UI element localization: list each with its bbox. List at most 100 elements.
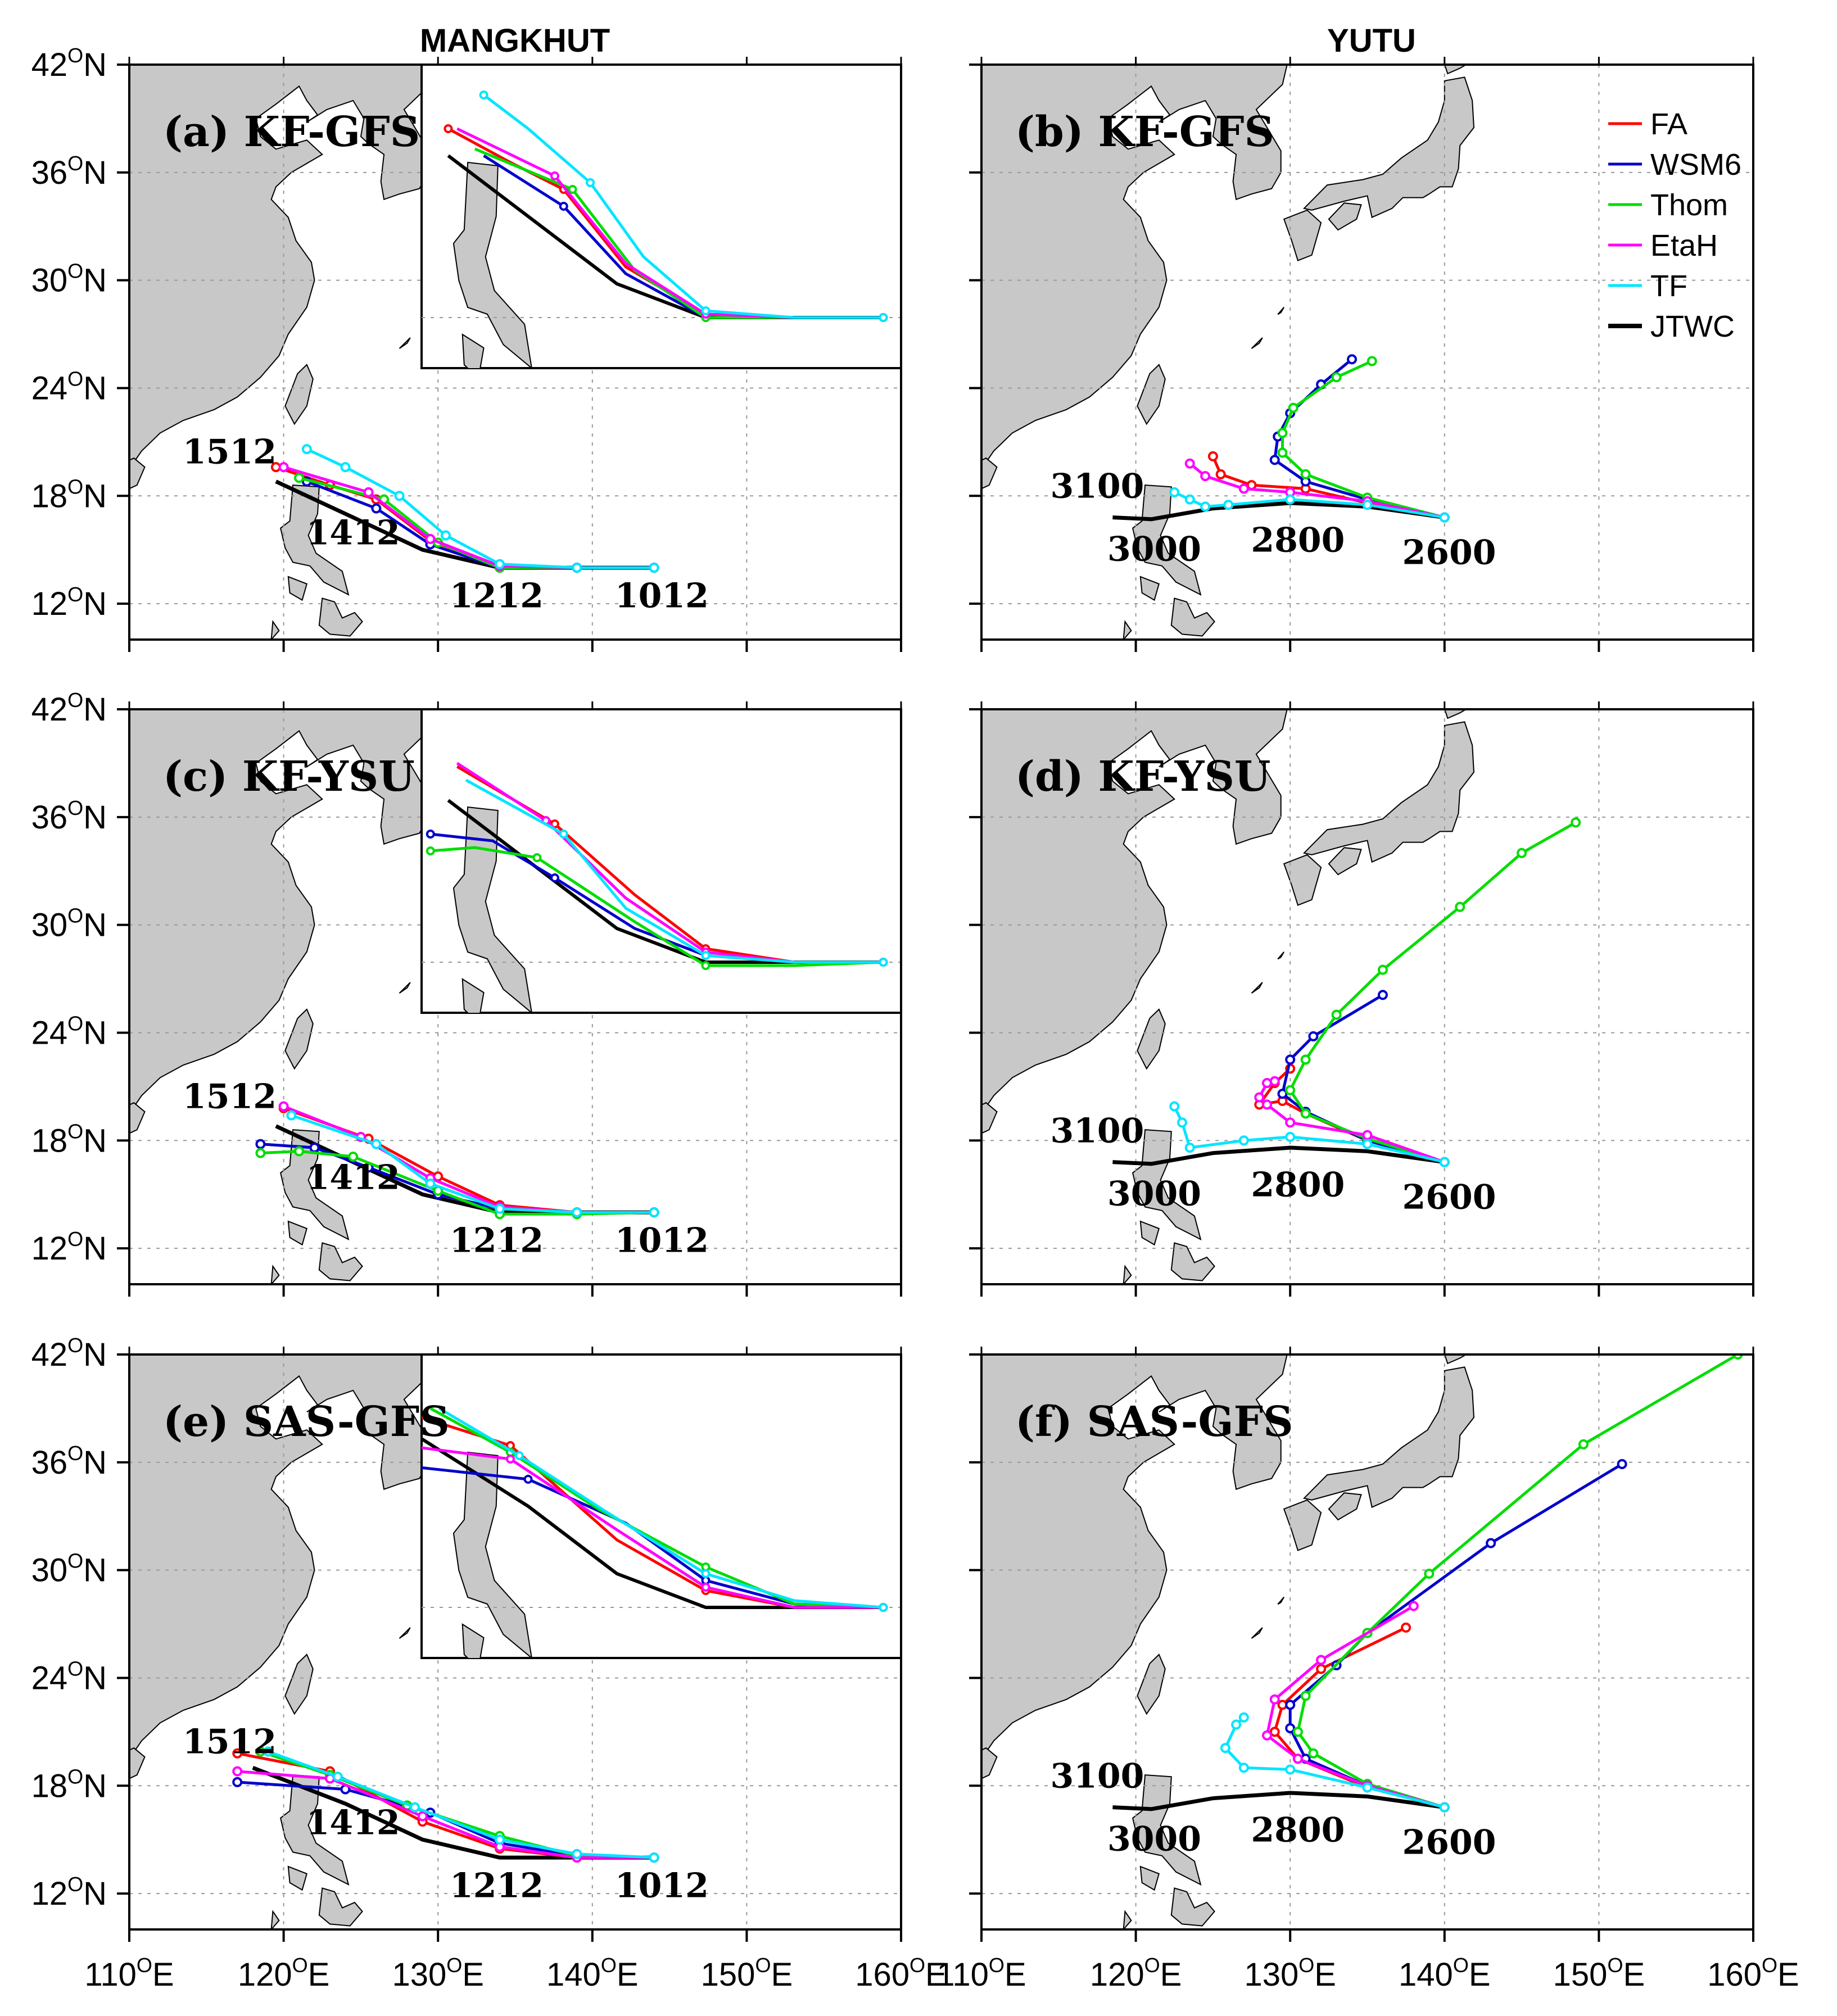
panel-frame	[128, 64, 902, 641]
y-tick-label: 42ON	[31, 688, 107, 728]
x-tick-label: 120OE	[1090, 1954, 1182, 1993]
date-annotation: 1412	[306, 514, 400, 553]
track-point-thom	[255, 1148, 266, 1158]
land-mass	[981, 65, 1288, 470]
track-point-tf	[1439, 512, 1450, 523]
track-point-tf	[410, 1802, 420, 1813]
track-point-thom	[1285, 1085, 1296, 1095]
track-point-fa	[1269, 1727, 1280, 1737]
track-point-thom	[1455, 901, 1465, 912]
column-title-mangkhut: MANGKHUT	[420, 22, 610, 59]
land-mass	[270, 620, 280, 640]
land-mass	[318, 1242, 363, 1281]
land-mass	[129, 1102, 146, 1134]
track-point-thom	[1300, 469, 1311, 479]
chart-panel: 110OE 120OE 130OE 140OE 150OE 160OE (f) SAS-GF…	[936, 1347, 1799, 1993]
date-annotation: 3100	[1050, 1756, 1144, 1796]
inset-land-mass	[461, 978, 485, 1013]
chart-panel: (d) KF-YSU 3100 3000 2800 2600	[969, 701, 1754, 1297]
date-annotation: 2800	[1251, 520, 1345, 560]
land-mass	[1302, 1366, 1475, 1508]
track-point-thom	[1377, 964, 1388, 975]
y-tick-label: 24ON	[31, 1657, 107, 1696]
land-mass	[981, 709, 1288, 1115]
land-mass	[270, 1910, 280, 1929]
land-mass	[1139, 1220, 1160, 1246]
track-point-tf	[1362, 1139, 1373, 1149]
date-annotation: 3000	[1107, 529, 1201, 569]
track-point-tf	[1362, 1782, 1373, 1793]
x-tick-label: 120OE	[238, 1954, 329, 1993]
inset-track-point	[701, 961, 711, 970]
track-point-tf	[1285, 494, 1296, 505]
inset-land-mass	[811, 549, 910, 680]
date-annotation: 1412	[306, 1804, 400, 1843]
track-point-tf	[1285, 1764, 1296, 1775]
track-point-tf	[572, 1207, 582, 1218]
track-point-wsm6	[1377, 990, 1388, 1000]
track-point-tf	[495, 559, 505, 569]
land-mass	[287, 1220, 308, 1246]
panel-label: (c) KF-YSU	[163, 753, 415, 801]
track-point-etah	[1238, 483, 1249, 494]
land-mass	[129, 709, 436, 1115]
track-point-wsm6	[255, 1139, 266, 1149]
track-point-thom	[1300, 1054, 1311, 1065]
track-point-wsm6	[1285, 1723, 1296, 1733]
track-point-thom	[1424, 1569, 1435, 1579]
y-tick-label: 42ON	[31, 44, 107, 83]
x-tick-label: 150OE	[701, 1954, 793, 1993]
inset-track-point	[550, 171, 559, 180]
land-mass	[1170, 597, 1215, 637]
land-mass	[592, 1354, 645, 1365]
land-mass	[1251, 337, 1263, 349]
x-tick-label: 160OE	[855, 1954, 947, 1993]
track-point-tf	[649, 563, 659, 573]
track-point-wsm6	[1617, 1459, 1627, 1470]
inset-track-thom	[429, 1407, 884, 1609]
legend-label-etah: EtaH	[1650, 229, 1718, 262]
land-mass	[279, 1774, 350, 1886]
panel-label: (e) SAS-GFS	[163, 1398, 450, 1446]
panel-frame	[980, 708, 1754, 1285]
track-point-tf	[425, 1178, 436, 1189]
date-annotation: 1512	[183, 433, 277, 472]
inset-land-mass	[621, 473, 628, 487]
panel-frame	[128, 1353, 902, 1931]
track-point-tf	[1169, 1101, 1180, 1112]
land-mass	[1283, 1499, 1322, 1551]
track-point-tf	[572, 563, 582, 573]
track-point-thom	[1331, 372, 1342, 383]
track-point-etah	[278, 1101, 289, 1112]
y-tick-label: 30ON	[31, 1550, 107, 1589]
track-point-tf	[1184, 1143, 1195, 1153]
track-point-tf	[495, 1834, 505, 1845]
land-mass	[1123, 1910, 1132, 1929]
track-point-tf	[1238, 1135, 1249, 1146]
track-tf	[291, 1114, 654, 1214]
date-annotation: 3100	[1050, 1111, 1144, 1150]
inset	[422, 549, 910, 1658]
y-tick-label: 18ON	[31, 475, 107, 514]
track-point-wsm6	[1285, 1700, 1296, 1710]
track-point-etah	[1200, 471, 1211, 482]
inset-track-point	[523, 1475, 533, 1484]
land-mass	[1123, 1265, 1132, 1284]
x-tick-label: 140OE	[1399, 1954, 1490, 1993]
y-tick-label: 42ON	[31, 1334, 107, 1373]
land-mass	[1277, 306, 1285, 315]
land-mass	[981, 457, 998, 490]
track-point-etah	[1316, 1655, 1327, 1665]
inset-track-tf	[483, 94, 884, 319]
track-point-tf	[332, 1772, 343, 1782]
x-tick-label: 160OE	[1707, 1954, 1799, 1993]
track-point-fa	[1316, 1664, 1327, 1674]
land-mass	[129, 457, 146, 490]
inset-land-mass	[461, 333, 485, 368]
inset-track-point	[426, 846, 435, 855]
inset-track-point	[701, 1569, 711, 1578]
track-thom	[1296, 1354, 1739, 1809]
panel-frame	[128, 708, 902, 1285]
map-area	[981, 65, 1753, 640]
land-mass	[981, 1747, 998, 1779]
